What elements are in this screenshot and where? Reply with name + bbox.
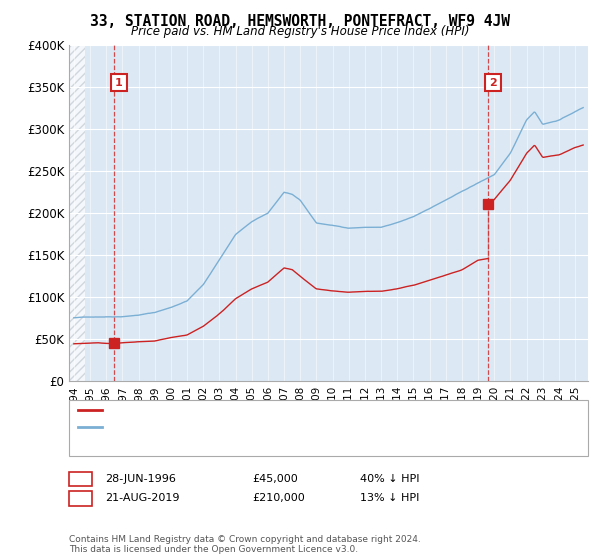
Text: 13% ↓ HPI: 13% ↓ HPI — [360, 493, 419, 503]
Text: 40% ↓ HPI: 40% ↓ HPI — [360, 474, 419, 484]
Text: 1: 1 — [77, 474, 84, 484]
Text: HPI: Average price, detached house, Wakefield: HPI: Average price, detached house, Wake… — [108, 422, 341, 432]
Text: 28-JUN-1996: 28-JUN-1996 — [105, 474, 176, 484]
Text: Contains HM Land Registry data © Crown copyright and database right 2024.
This d: Contains HM Land Registry data © Crown c… — [69, 535, 421, 554]
Text: 33, STATION ROAD, HEMSWORTH, PONTEFRACT, WF9 4JW: 33, STATION ROAD, HEMSWORTH, PONTEFRACT,… — [90, 14, 510, 29]
Text: 2: 2 — [490, 78, 497, 87]
Text: HPI: Average price, detached house, Wakefield: HPI: Average price, detached house, Wake… — [81, 426, 314, 436]
Text: £210,000: £210,000 — [252, 493, 305, 503]
Text: 21-AUG-2019: 21-AUG-2019 — [105, 493, 179, 503]
Text: 33, STATION ROAD, HEMSWORTH, PONTEFRACT, WF9 4JW (detached house): 33, STATION ROAD, HEMSWORTH, PONTEFRACT,… — [81, 409, 459, 419]
Text: Price paid vs. HM Land Registry's House Price Index (HPI): Price paid vs. HM Land Registry's House … — [131, 25, 469, 38]
Text: £45,000: £45,000 — [252, 474, 298, 484]
Text: 33, STATION ROAD, HEMSWORTH, PONTEFRACT, WF9 4JW (detached house): 33, STATION ROAD, HEMSWORTH, PONTEFRACT,… — [108, 405, 486, 416]
Text: 1: 1 — [115, 78, 123, 87]
Text: 2: 2 — [77, 493, 84, 503]
Bar — [69, 45, 85, 381]
